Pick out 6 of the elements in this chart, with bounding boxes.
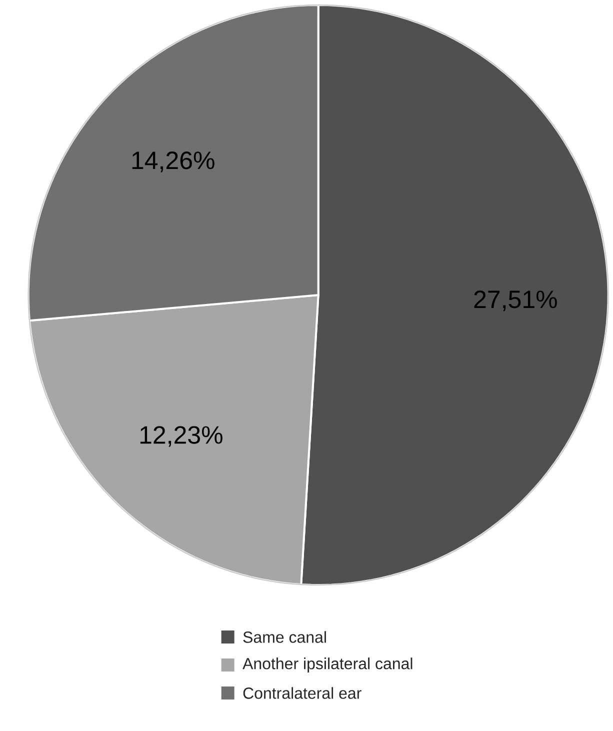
legend-label: Same canal bbox=[243, 631, 326, 643]
data-label: 27,51% bbox=[474, 290, 557, 312]
data-label: 14,26% bbox=[132, 152, 214, 172]
legend-label: Contralateral ear bbox=[243, 687, 362, 699]
legend-label: Another ipsilateral canal bbox=[242, 658, 412, 672]
data-label: 12,23% bbox=[140, 426, 222, 447]
